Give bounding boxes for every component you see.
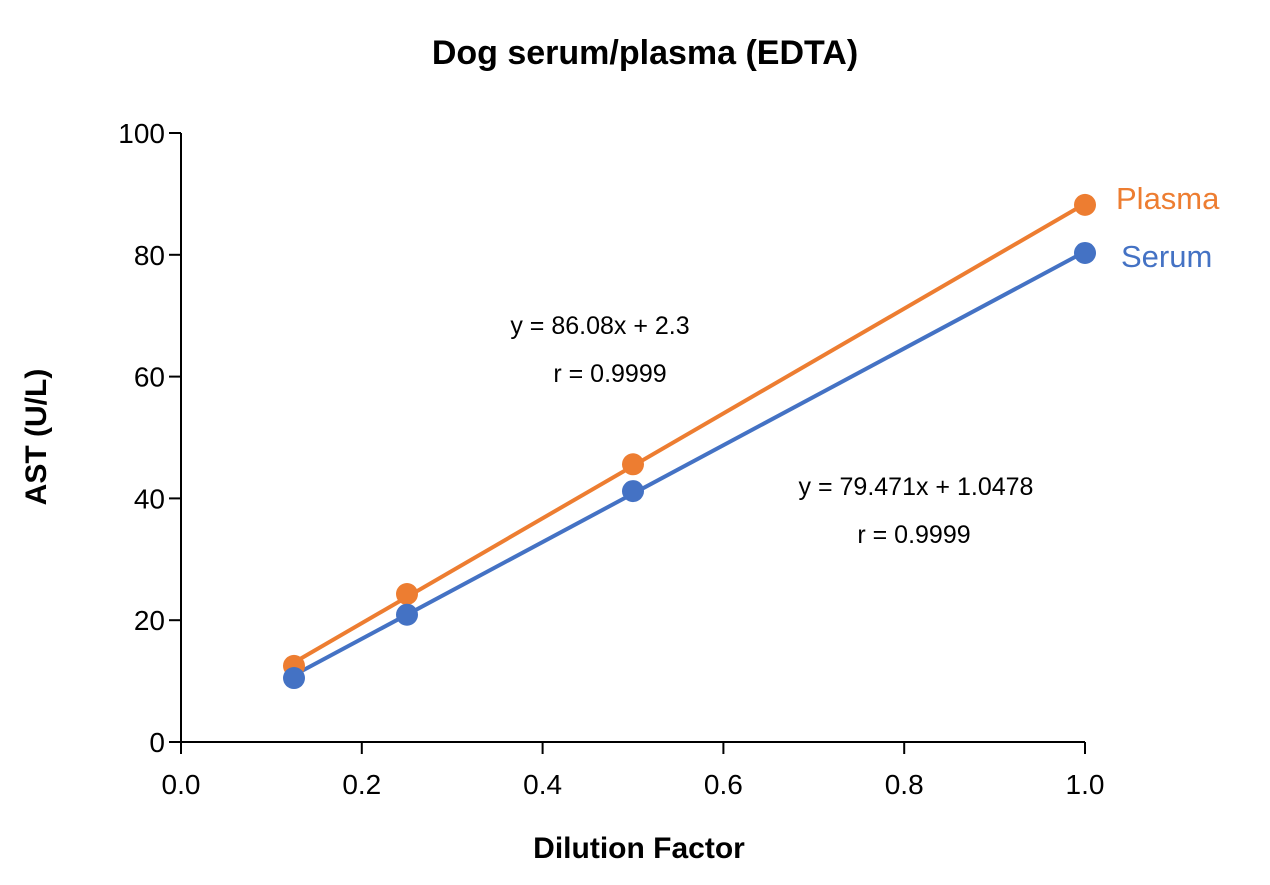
y-tick-label: 20 bbox=[134, 605, 165, 636]
y-tick-label: 60 bbox=[134, 362, 165, 393]
x-tick-label: 0.2 bbox=[342, 769, 381, 800]
serum-series-label: Serum bbox=[1121, 239, 1212, 274]
serum-equation: y = 79.471x + 1.0478 bbox=[799, 473, 1034, 501]
x-tick-label: 1.0 bbox=[1066, 769, 1105, 800]
serum-data-point bbox=[622, 480, 644, 503]
plasma-series-label: Plasma bbox=[1116, 181, 1220, 216]
serum-trendline bbox=[293, 249, 1086, 677]
y-tick-label: 40 bbox=[134, 483, 165, 514]
x-axis-label: Dilution Factor bbox=[533, 832, 745, 865]
chart-title: Dog serum/plasma (EDTA) bbox=[432, 34, 858, 72]
serum-data-point bbox=[1074, 241, 1096, 264]
x-tick-label: 0.8 bbox=[885, 769, 924, 800]
serum-r-value: r = 0.9999 bbox=[857, 521, 970, 549]
x-tick-label: 0.0 bbox=[162, 769, 201, 800]
plasma-data-point bbox=[1074, 193, 1096, 216]
serum-data-point bbox=[283, 667, 305, 690]
plasma-data-point bbox=[622, 453, 644, 476]
x-tick-label: 0.6 bbox=[704, 769, 743, 800]
serum-data-point bbox=[396, 603, 418, 626]
y-tick-label: 80 bbox=[134, 240, 165, 271]
plasma-r-value: r = 0.9999 bbox=[553, 360, 666, 388]
y-tick-label: 100 bbox=[118, 118, 165, 149]
y-tick-label: 0 bbox=[149, 727, 165, 758]
plasma-trendline bbox=[292, 202, 1087, 665]
plasma-equation: y = 86.08x + 2.3 bbox=[510, 312, 689, 340]
plasma-data-point bbox=[396, 583, 418, 606]
x-tick-label: 0.4 bbox=[523, 769, 562, 800]
y-axis-label: AST (U/L) bbox=[20, 369, 53, 506]
